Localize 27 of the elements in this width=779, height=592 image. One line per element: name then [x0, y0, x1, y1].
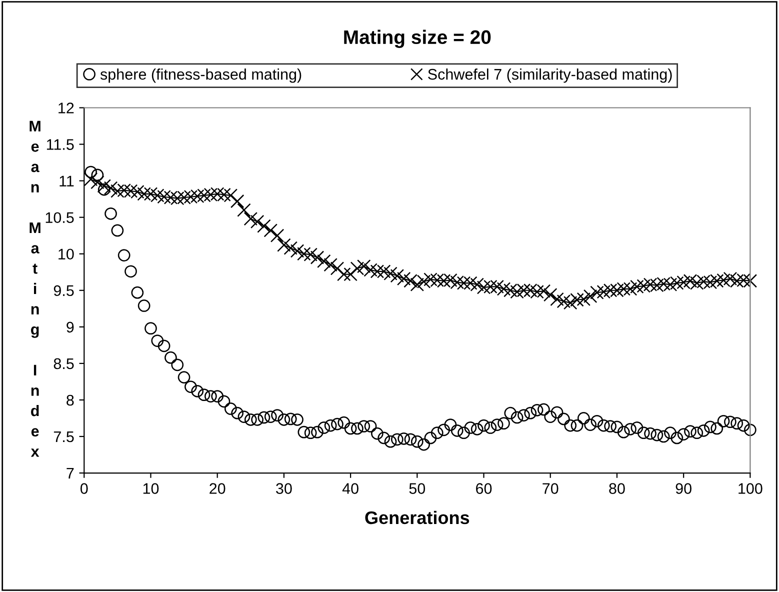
y-tick-label: 12: [58, 102, 74, 114]
x-tick-label: 20: [210, 483, 226, 494]
x-tick-label: 90: [676, 483, 692, 494]
y-tick-label: 11.5: [46, 139, 74, 150]
y-tick-label: 9.5: [54, 285, 74, 296]
legend-label: sphere (fitness-based mating): [100, 68, 302, 83]
x-tick-label: 100: [738, 483, 762, 494]
y-tick-label: 7: [66, 468, 74, 479]
y-tick-label: 8: [66, 394, 74, 406]
x-tick-label: 0: [80, 483, 88, 494]
x-tick-label: 30: [276, 483, 292, 494]
y-tick-label: 9: [66, 322, 74, 333]
x-tick-label: 80: [609, 483, 625, 494]
y-tick-label: 11: [60, 176, 74, 186]
x-tick-label: 40: [342, 483, 358, 494]
x-tick-label: 10: [143, 483, 159, 494]
x-tick-label: 60: [476, 483, 492, 494]
x-tick-label: 50: [409, 483, 426, 494]
chart-title: Mating size = 20: [344, 30, 491, 48]
y-tick-label: 7.5: [54, 432, 74, 442]
legend-label: Schwefel 7 (similarity-based mating): [428, 68, 672, 83]
y-tick-label: 10.5: [46, 212, 74, 224]
y-tick-label: 10: [58, 248, 74, 260]
x-axis-title: Generations: [365, 510, 470, 524]
text: Mean Mating Index: [30, 120, 40, 457]
y-tick-label: 8.5: [54, 358, 74, 370]
x-tick-label: 70: [542, 483, 558, 494]
